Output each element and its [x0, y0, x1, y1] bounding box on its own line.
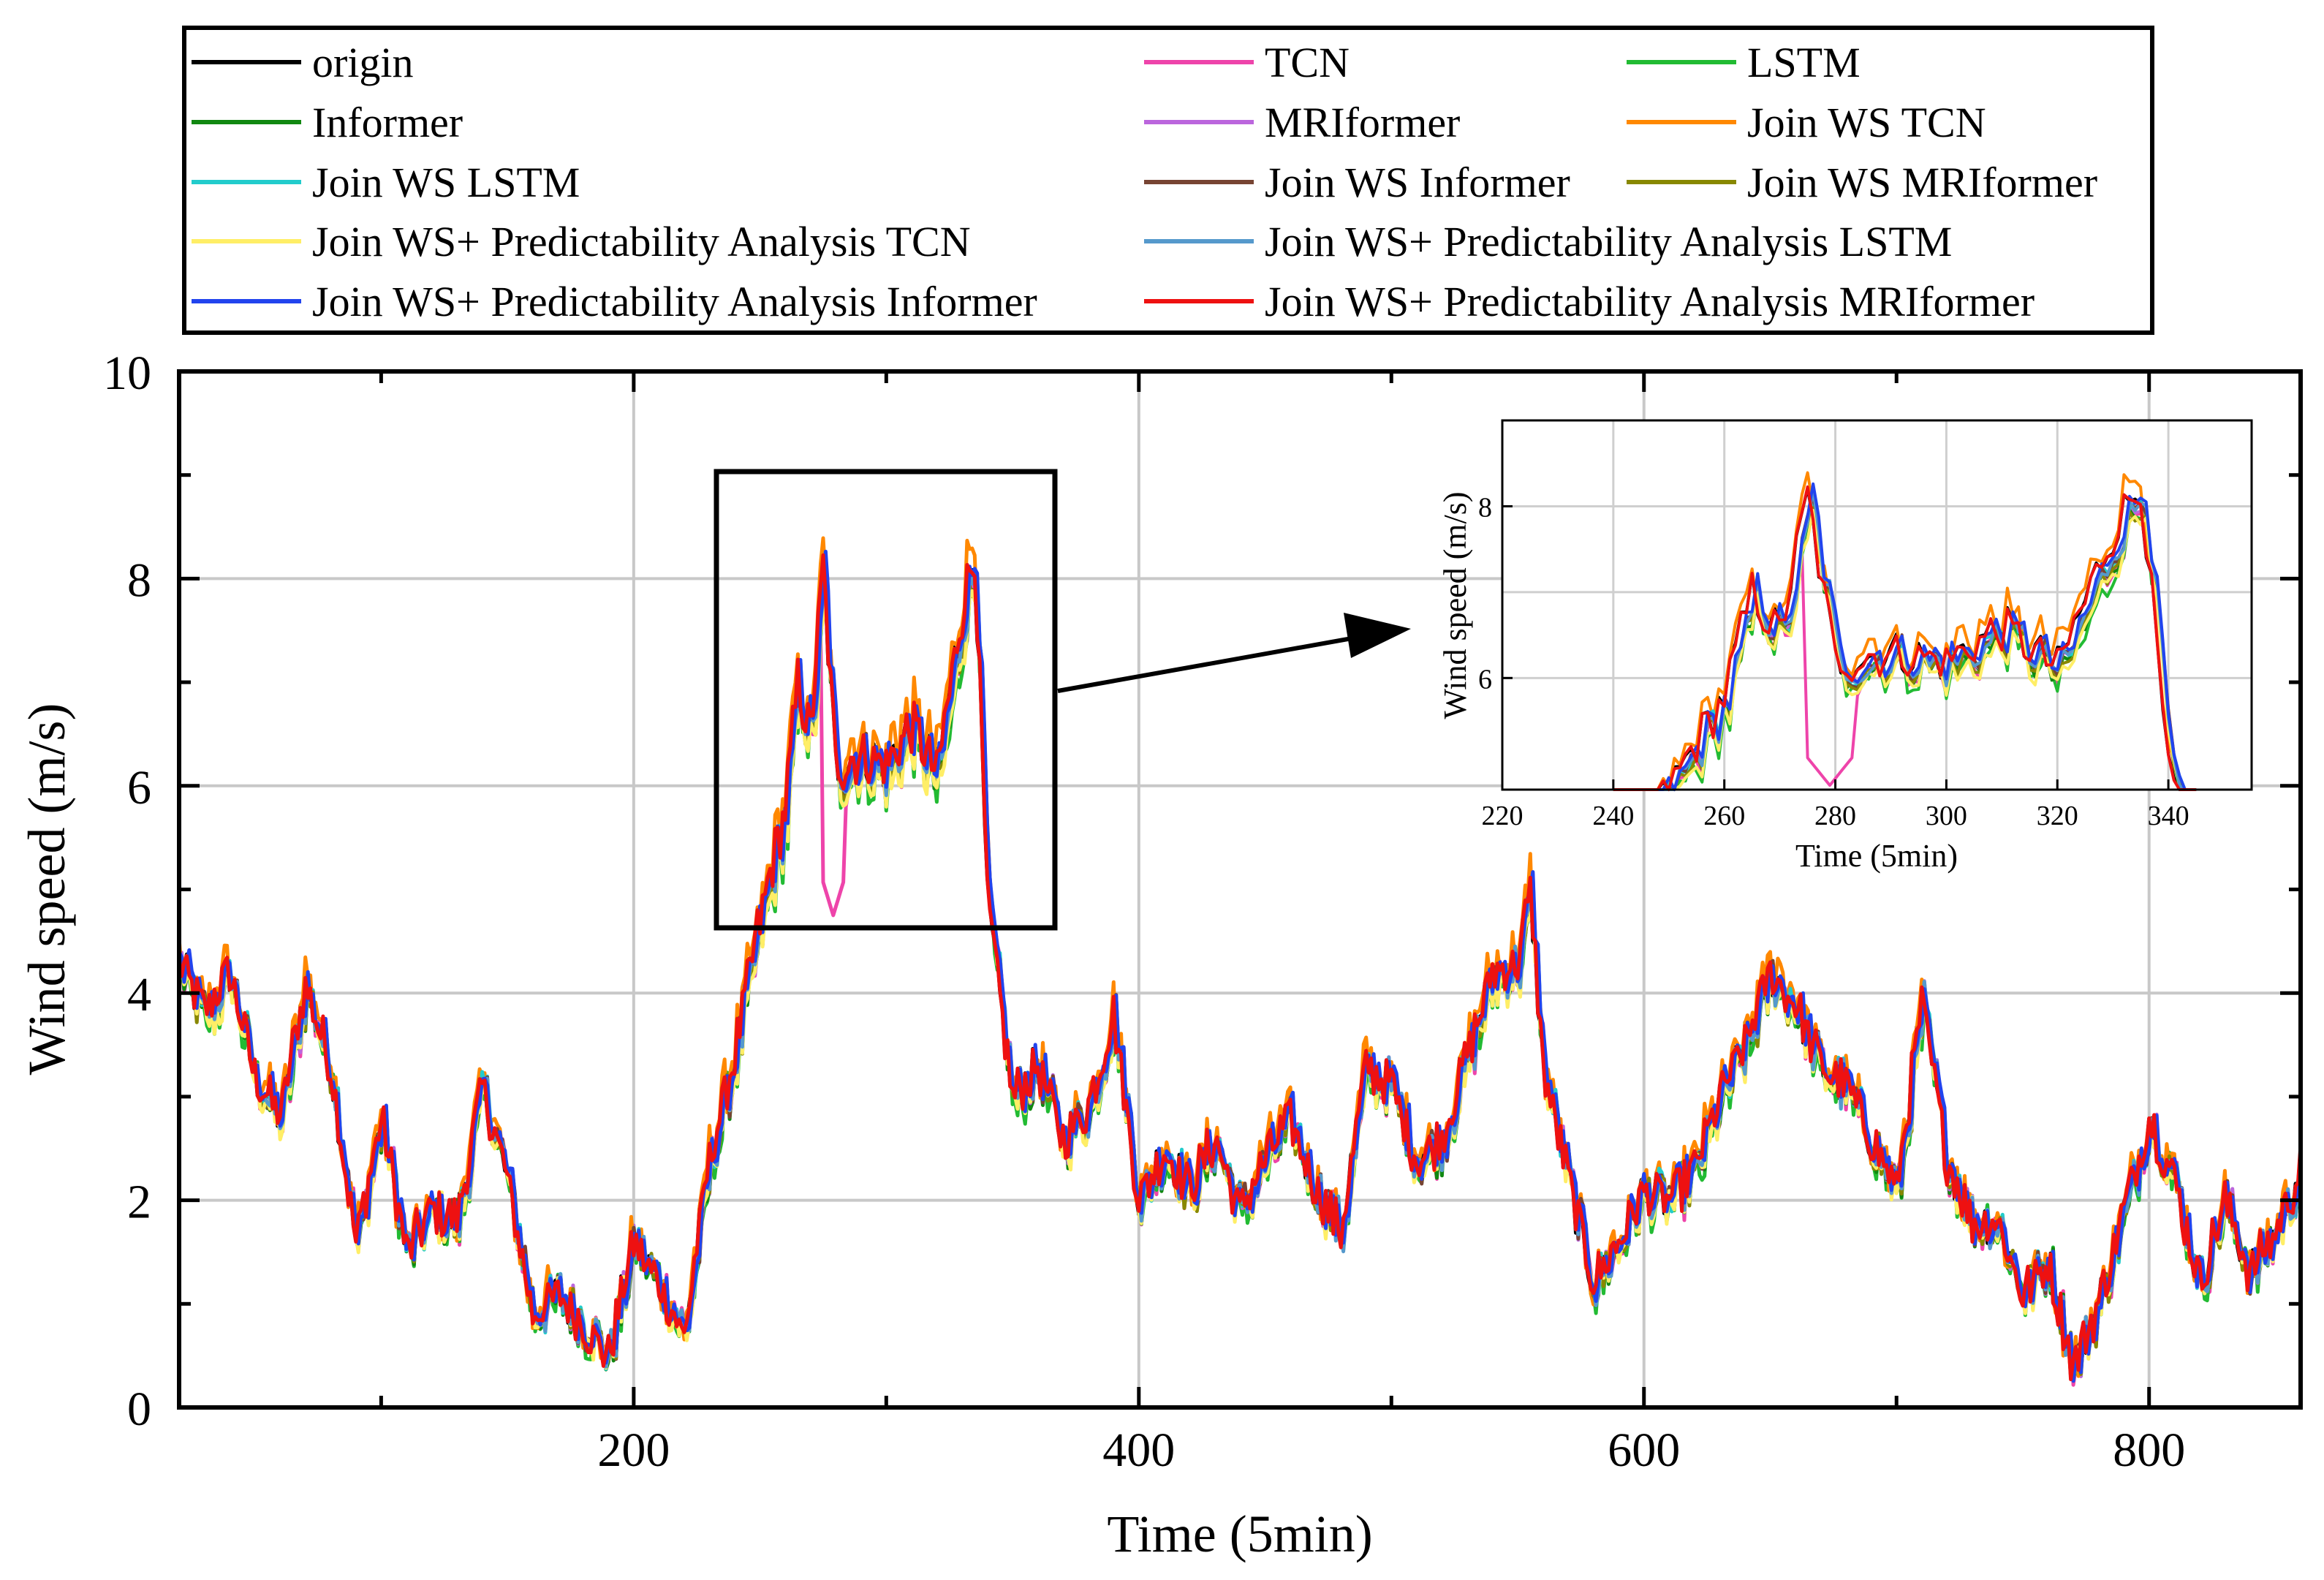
- legend-entry-label: Join WS+ Predictability Analysis Informe…: [312, 278, 1037, 325]
- zoom-arrow-line: [1057, 635, 1357, 693]
- x-tick-label: 400: [1102, 1424, 1175, 1477]
- x-tick-label: 800: [2113, 1424, 2185, 1477]
- inset-x-tick-label: 340: [2148, 801, 2189, 831]
- inset-ticks: 220 240 260 280 300 320 340 6 8: [1478, 492, 2189, 831]
- inset-y-axis-label: Wind speed (m/s): [1437, 491, 1473, 719]
- inset-x-tick-label: 280: [1814, 801, 1856, 831]
- legend-entry-label: Join WS+ Predictability Analysis TCN: [312, 218, 971, 265]
- legend-entry-label: Join WS+ Predictability Analysis LSTM: [1265, 218, 1952, 265]
- inset-y-tick-label: 6: [1478, 664, 1492, 695]
- x-tick-label: 600: [1608, 1424, 1680, 1477]
- inset-x-tick-label: 260: [1703, 801, 1745, 831]
- legend-entry-label: Join WS Informer: [1265, 159, 1570, 206]
- inset-x-tick-label: 220: [1482, 801, 1524, 831]
- inset-y-tick-label: 8: [1478, 492, 1492, 523]
- y-tick-label: 6: [127, 761, 151, 814]
- inset-series-line-join-ws-predictability-analysis-informer: [1613, 482, 2197, 791]
- inset-series-line-join-ws-predictability-analysis-mriformer: [1613, 485, 2197, 791]
- y-axis-label: Wind speed (m/s): [18, 703, 76, 1076]
- legend-entry-label: Join WS+ Predictability Analysis MRIform…: [1265, 278, 2035, 325]
- legend-entry-label: Informer: [312, 99, 463, 146]
- y-tick-label: 2: [127, 1176, 151, 1229]
- legend-entry-label: Join WS MRIformer: [1747, 159, 2097, 206]
- y-tick-label: 4: [127, 968, 151, 1021]
- zoom-arrow-head: [1344, 613, 1411, 658]
- inset-x-tick-label: 240: [1592, 801, 1634, 831]
- inset-series-line-join-ws-predictability-analysis-tcn: [1613, 509, 2197, 791]
- inset-x-axis-label: Time (5min): [1795, 838, 1958, 874]
- inset-frame: [1501, 419, 2253, 791]
- legend-entry-label: MRIformer: [1265, 99, 1460, 146]
- y-tick-label: 8: [127, 553, 151, 607]
- y-tick-label: 10: [103, 347, 151, 400]
- inset-x-tick-label: 320: [2037, 801, 2078, 831]
- main-series-lines: [177, 536, 2303, 1387]
- inset-background: [1502, 420, 2252, 790]
- series-line-join-ws-predictability-analysis-mriformer: [177, 553, 2303, 1382]
- main-ticks: 200 400 600 800 0 2 4 6 8 10: [103, 347, 2301, 1477]
- legend-entry-label: origin: [312, 39, 414, 86]
- y-tick-label: 0: [127, 1383, 151, 1436]
- legend-entry-label: Join WS LSTM: [312, 159, 580, 206]
- legend-entry-label: TCN: [1265, 39, 1350, 86]
- legend-entry-label: LSTM: [1747, 39, 1861, 86]
- series-line-join-ws-predictability-analysis-informer: [177, 549, 2301, 1383]
- zoom-highlight-box: [714, 469, 1058, 931]
- inset-x-tick-label: 300: [1926, 801, 1967, 831]
- x-tick-label: 200: [597, 1424, 670, 1477]
- inset-series-lines: [1613, 471, 2197, 791]
- legend: origin TCN LSTM Informer MRIformer Join WS TC…: [192, 39, 2097, 325]
- x-axis-label: Time (5min): [1107, 1505, 1372, 1563]
- legend-entry-label: Join WS TCN: [1747, 99, 1986, 146]
